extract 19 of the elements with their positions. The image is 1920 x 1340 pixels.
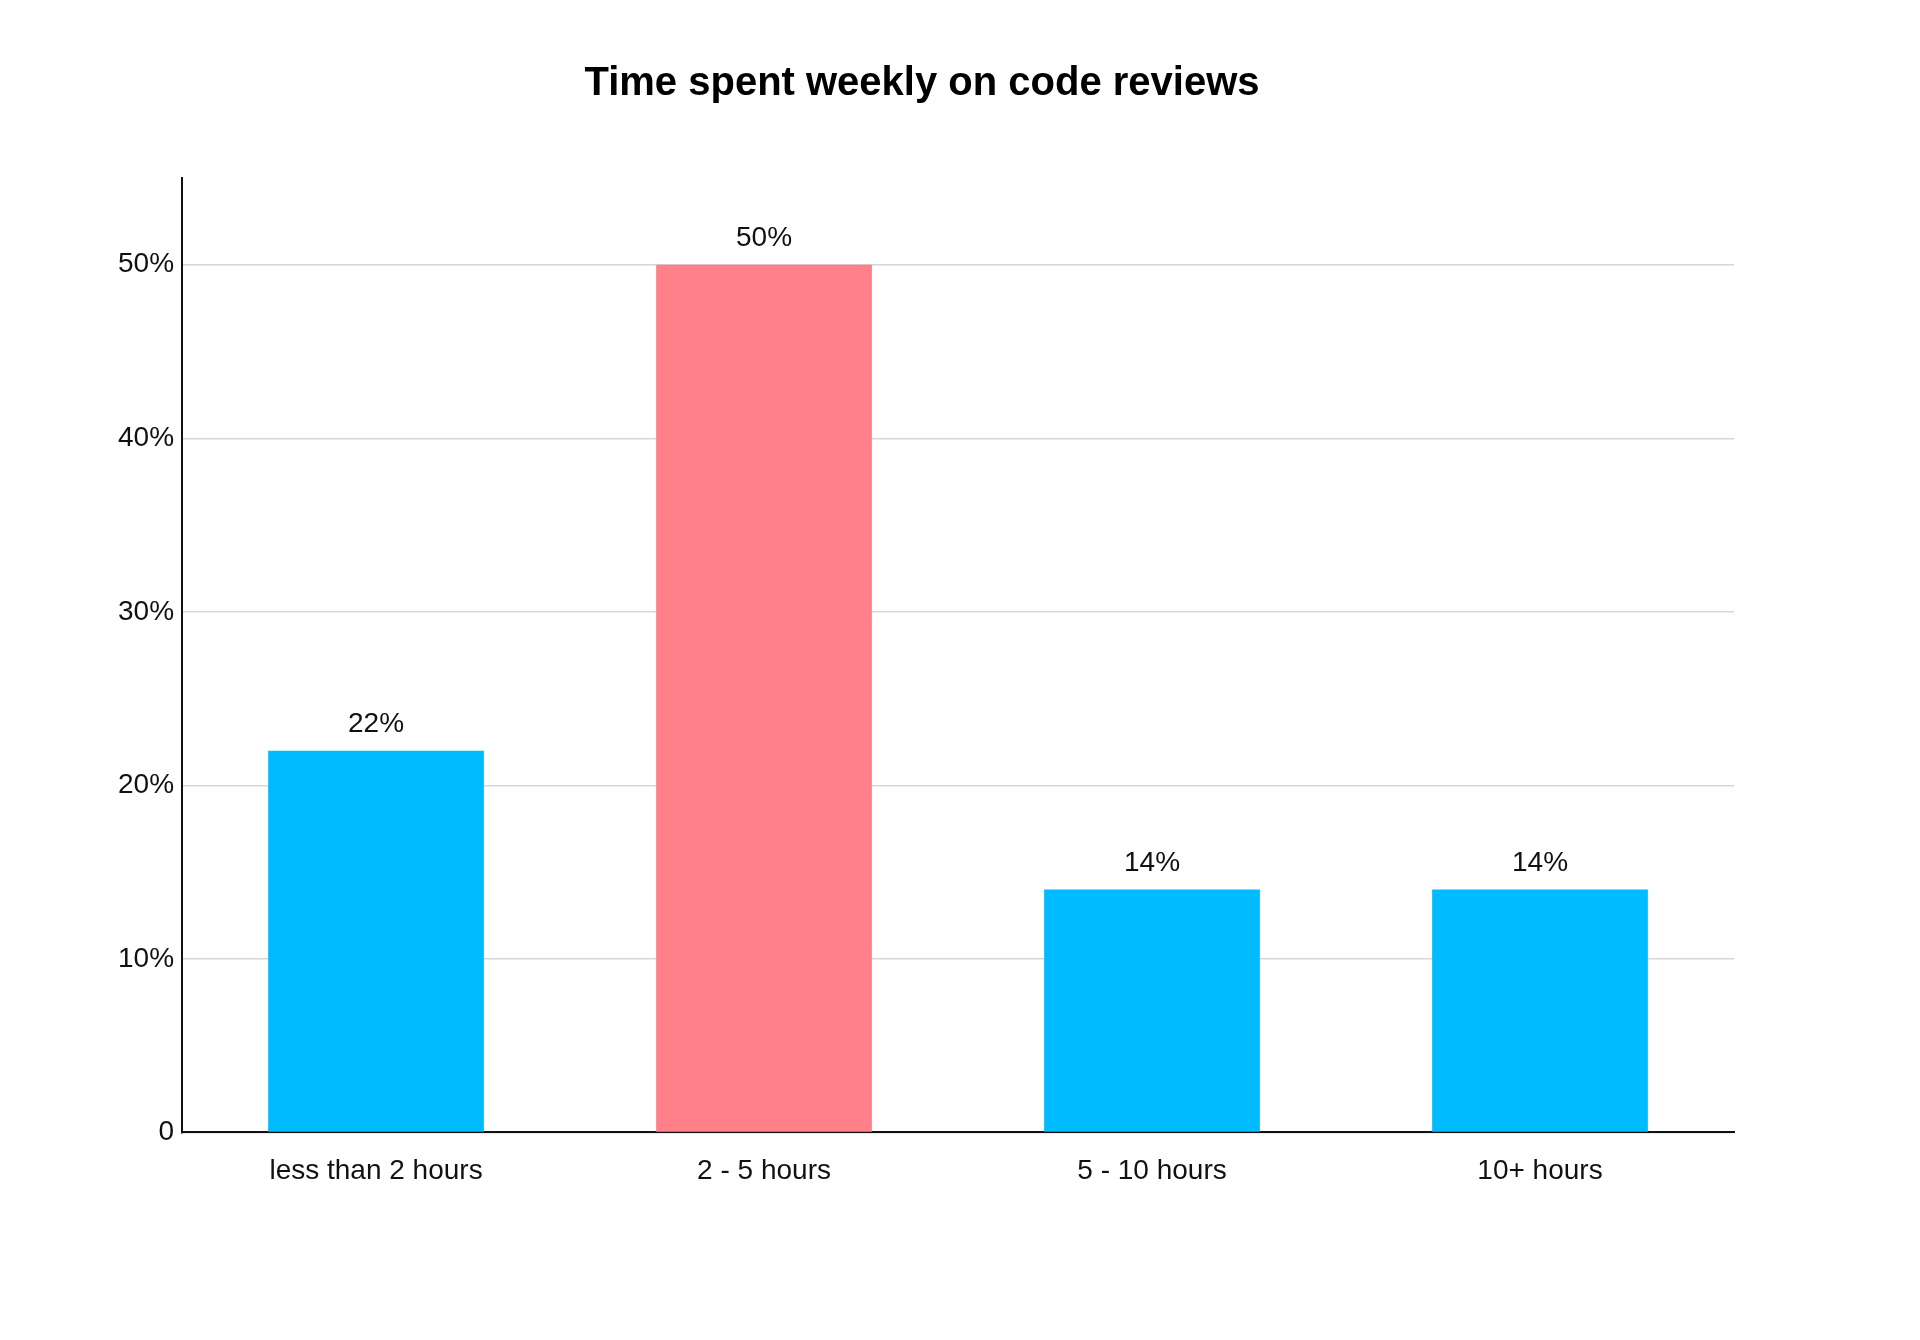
bar — [1044, 889, 1260, 1132]
data-label: 14% — [1123, 846, 1181, 878]
x-tick-label: 10+ hours — [1477, 1153, 1603, 1185]
data-label: 50% — [736, 221, 793, 253]
y-tick-label: 30% — [117, 594, 175, 626]
y-tick-label: 0 — [158, 1115, 175, 1147]
y-tick-label: 20% — [117, 768, 175, 800]
data-label: 22% — [348, 707, 405, 739]
chart-title: Time spent weekly on code reviews — [584, 59, 1260, 104]
bar — [268, 750, 484, 1132]
y-tick-label: 10% — [117, 941, 175, 973]
x-tick-label: 5 - 10 hours — [1077, 1153, 1227, 1185]
x-tick-label: 2 - 5 hours — [697, 1153, 831, 1185]
data-label: 14% — [1511, 846, 1569, 878]
bar — [656, 264, 872, 1132]
y-tick-label: 40% — [117, 421, 175, 453]
bar — [1432, 889, 1648, 1132]
x-tick-label: less than 2 hours — [269, 1153, 483, 1185]
y-tick-label: 50% — [117, 247, 175, 279]
